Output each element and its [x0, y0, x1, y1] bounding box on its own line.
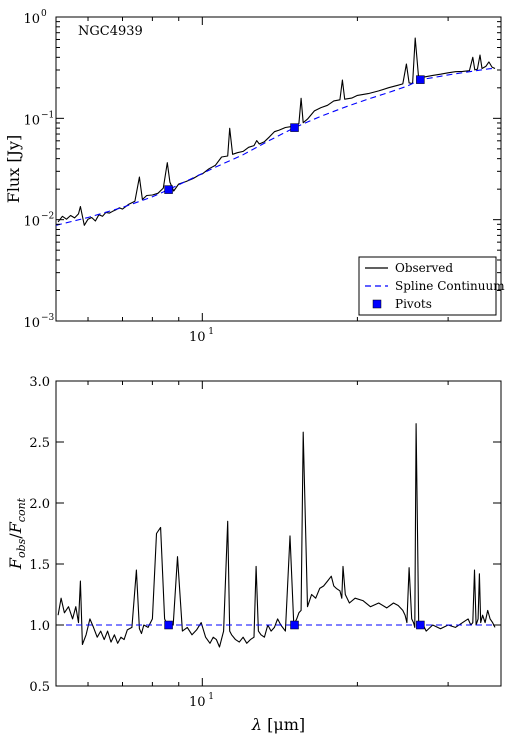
y-tick-label: 2.5 — [29, 436, 50, 451]
ratio-pivot-marker — [164, 620, 173, 630]
y-tick-label: 1.0 — [29, 619, 50, 634]
legend-swatch-pivots — [372, 299, 382, 309]
legend-label: Spline Continuum — [395, 279, 505, 293]
ratio-numerator-subscript: obs — [15, 538, 28, 558]
y-tick-label-exponent: −1 — [41, 110, 54, 120]
legend: Observed Spline Continuum Pivots — [358, 256, 505, 316]
legend-label: Pivots — [395, 297, 432, 311]
ratio-slash: / — [6, 533, 25, 539]
flux-axis-ticks: 10 110 −310 −210 −110 0 — [23, 9, 501, 345]
y-tick-label: 10 — [23, 12, 40, 27]
legend-box — [358, 256, 497, 316]
y-tick-label: 10 — [23, 215, 40, 230]
flux-pivot-marker — [416, 75, 425, 84]
galaxy-name-annotation: NGC4939 — [78, 24, 143, 39]
ratio-denominator-subscript: cont — [15, 497, 28, 522]
ratio-pivot-marker — [416, 620, 425, 630]
ratio-pivot-marker — [290, 620, 299, 630]
y-tick-label-exponent: −2 — [41, 212, 54, 222]
x-tick-label-exponent: 1 — [208, 692, 214, 702]
x-tick-label: 10 — [189, 330, 206, 345]
flux-pivot-marker — [290, 123, 299, 132]
flux-plot-area — [56, 37, 496, 226]
flux-panel: 10 110 −310 −210 −110 0 NGC4939 Flux [Jy] Obs… — [4, 9, 505, 345]
y-tick-label: 10 — [23, 113, 40, 128]
ratio-numerator: F — [6, 557, 25, 570]
ratio-plot-frame — [55, 380, 502, 687]
flux-plot-frame — [55, 16, 502, 322]
y-tick-label-exponent: 0 — [41, 9, 47, 19]
legend-label: Observed — [395, 261, 453, 275]
ratio-plot-area — [56, 423, 501, 648]
x-tick-label-exponent: 1 — [208, 327, 214, 337]
y-tick-label-exponent: −3 — [41, 313, 55, 323]
y-tick-label: 0.5 — [29, 680, 50, 695]
lambda-symbol: λ — [251, 715, 262, 734]
flux-pivot-marker — [164, 185, 173, 194]
ratio-denominator: F — [6, 521, 25, 534]
flux-spline-continuum-line — [56, 67, 496, 226]
wavelength-unit: [μm] — [262, 715, 305, 734]
y-tick-label: 10 — [23, 316, 40, 331]
y-tick-label: 3.0 — [29, 375, 50, 390]
ratio-axis-ticks: 10 1 0.5 1.0 1.5 2.0 2.5 3.0 — [29, 375, 501, 710]
ratio-y-axis-label: Fobs/Fcont — [6, 497, 28, 570]
x-tick-label: 10 — [189, 695, 206, 710]
flux-y-axis-label: Flux [Jy] — [4, 135, 23, 204]
wavelength-x-axis-label: λ [μm] — [251, 715, 305, 734]
y-tick-label: 2.0 — [29, 497, 50, 512]
ratio-panel: 10 10.51.01.52.02.53.0 λ [μm] Fobs/Fcont — [6, 375, 502, 734]
y-tick-label: 1.5 — [29, 558, 50, 573]
